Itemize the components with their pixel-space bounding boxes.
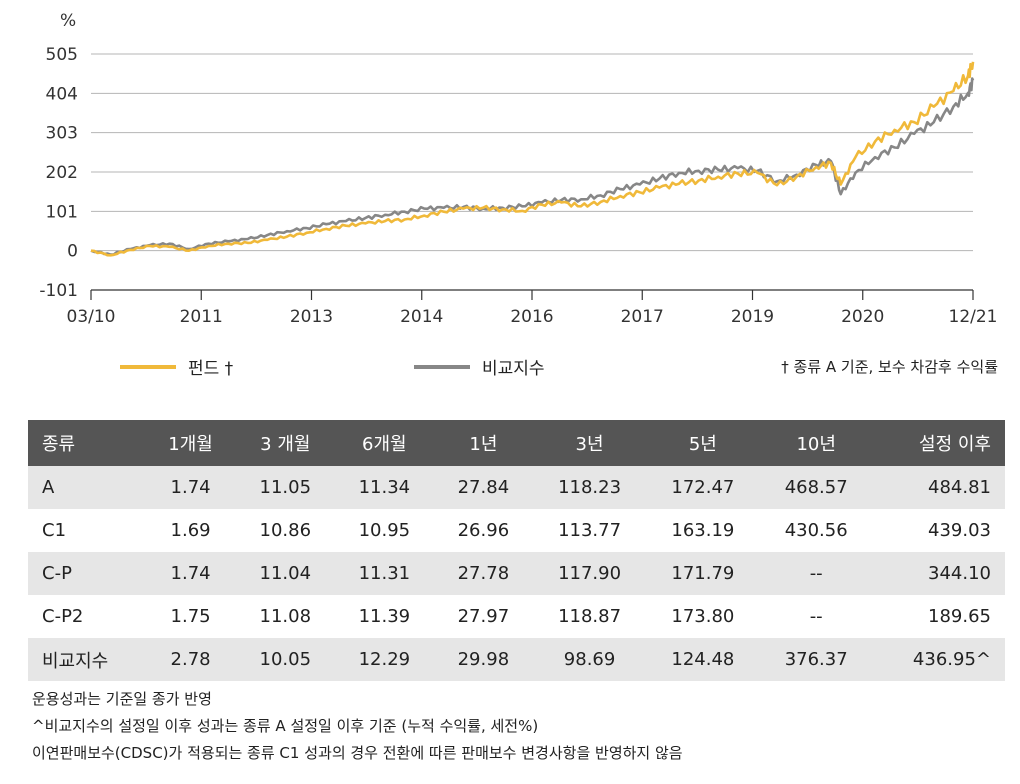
table-cell: 27.97: [433, 595, 533, 638]
table-cell: 117.90: [532, 552, 647, 595]
header-6m: 6개월: [334, 420, 434, 466]
table-cell: 171.79: [646, 552, 760, 595]
table-cell: 344.10: [872, 552, 1005, 595]
x-tick-label: 2016: [510, 307, 553, 327]
table-cell: C-P: [28, 552, 146, 595]
y-tick-label: 404: [46, 84, 78, 104]
y-tick-label: 303: [46, 124, 78, 144]
y-tick-label: 101: [46, 202, 78, 222]
table-cell: --: [759, 595, 873, 638]
table-header-row: 종류 1개월 3 개월 6개월 1년 3년 5년 10년 설정 이후: [28, 420, 1005, 466]
table-cell: 11.05: [235, 466, 335, 509]
table-cell: 189.65: [872, 595, 1005, 638]
table-cell: 27.78: [433, 552, 533, 595]
y-axis-unit-label: %: [60, 11, 76, 31]
table-cell: 484.81: [872, 466, 1005, 509]
table-cell: 11.31: [334, 552, 434, 595]
table-cell: 26.96: [433, 509, 533, 552]
table-cell: 124.48: [646, 638, 760, 681]
table-cell: 376.37: [759, 638, 873, 681]
legend-swatch-index: [414, 364, 470, 369]
table-cell: C-P2: [28, 595, 146, 638]
header-since-inception: 설정 이후: [872, 420, 1005, 466]
legend-label-fund: 펀드 †: [188, 359, 234, 379]
table-cell: C1: [28, 509, 146, 552]
table-cell: 10.95: [334, 509, 434, 552]
table-cell: 11.34: [334, 466, 434, 509]
x-tick-label: 2011: [180, 307, 223, 327]
y-tick-label: 505: [46, 45, 78, 65]
legend-item-index: 비교지수: [414, 354, 545, 379]
footnote-3: 이연판매보수(CDSC)가 적용되는 종류 C1 성과의 경우 전환에 따른 판…: [32, 744, 683, 762]
table-cell: 11.39: [334, 595, 434, 638]
table-cell: 118.23: [532, 466, 647, 509]
index-series-line: [90, 77, 975, 256]
x-axis-ticks: 03/10 2011 2013 2014 2016 2017 2019 2020 12/21: [67, 289, 998, 327]
header-share-class: 종류: [28, 420, 146, 466]
x-tick-label: 2013: [290, 307, 333, 327]
table-row: C-P 1.74 11.04 11.31 27.78 117.90 171.79…: [28, 552, 1005, 595]
gridlines: [91, 53, 973, 291]
legend: 펀드 † 비교지수 † 종류 A 기준, 보수 차감후 수익률: [0, 354, 1020, 386]
x-tick-label: 12/21: [949, 307, 998, 327]
x-tick-label: 2020: [841, 307, 884, 327]
table-cell: A: [28, 466, 146, 509]
header-1m: 1개월: [145, 420, 236, 466]
table-cell: 173.80: [646, 595, 760, 638]
x-tick-label: 2014: [400, 307, 443, 327]
table-cell: 1.74: [145, 552, 236, 595]
table-cell: 29.98: [433, 638, 533, 681]
y-tick-label: 202: [46, 163, 78, 183]
y-tick-label: 0: [67, 242, 78, 262]
footnote-1: 운용성과는 기준일 종가 반영: [32, 690, 212, 708]
table-cell: 436.95^: [872, 638, 1005, 681]
table-cell: 27.84: [433, 466, 533, 509]
table-cell: 113.77: [532, 509, 647, 552]
table-cell: 163.19: [646, 509, 760, 552]
footnotes: 운용성과는 기준일 종가 반영 ^비교지수의 설정일 이후 성과는 종류 A 설…: [32, 686, 683, 767]
header-10y: 10년: [759, 420, 873, 466]
table-cell: --: [759, 552, 873, 595]
table-row: C1 1.69 10.86 10.95 26.96 113.77 163.19 …: [28, 509, 1005, 552]
table-cell: 118.87: [532, 595, 647, 638]
series-lines: [90, 61, 975, 257]
header-5y: 5년: [646, 420, 760, 466]
footnote-2: ^비교지수의 설정일 이후 성과는 종류 A 설정일 이후 기준 (누적 수익률…: [32, 717, 539, 735]
table-cell: 1.75: [145, 595, 236, 638]
table-cell: 172.47: [646, 466, 760, 509]
y-axis-ticks: 505 404 303 202 101 0 -101: [39, 45, 78, 301]
table-row: A 1.74 11.05 11.34 27.84 118.23 172.47 4…: [28, 466, 1005, 509]
header-1y: 1년: [433, 420, 533, 466]
table-cell: 11.08: [235, 595, 335, 638]
legend-item-fund: 펀드 †: [120, 354, 233, 379]
table-cell: 1.74: [145, 466, 236, 509]
table-cell: 비교지수: [28, 638, 146, 681]
table-cell: 439.03: [872, 509, 1005, 552]
fund-series-line: [90, 61, 975, 257]
header-3m: 3 개월: [235, 420, 335, 466]
table-cell: 10.05: [235, 638, 335, 681]
header-3y: 3년: [532, 420, 647, 466]
table-cell: 2.78: [145, 638, 236, 681]
legend-swatch-fund: [120, 364, 176, 369]
table-cell: 1.69: [145, 509, 236, 552]
table-row: C-P2 1.75 11.08 11.39 27.97 118.87 173.8…: [28, 595, 1005, 638]
legend-label-index: 비교지수: [482, 359, 545, 379]
table-cell: 10.86: [235, 509, 335, 552]
y-tick-label: -101: [39, 281, 78, 301]
table-cell: 468.57: [759, 466, 873, 509]
performance-table: 종류 1개월 3 개월 6개월 1년 3년 5년 10년 설정 이후 A 1.7…: [28, 420, 1005, 681]
legend-footnote: † 종류 A 기준, 보수 차감후 수익률: [781, 358, 998, 376]
table-cell: 11.04: [235, 552, 335, 595]
table-cell: 430.56: [759, 509, 873, 552]
x-tick-label: 2019: [731, 307, 774, 327]
performance-line-chart: % 505 404 303 202 101 0 -101 03/10 2011 2013 2014…: [39, 11, 998, 327]
x-tick-label: 2017: [621, 307, 664, 327]
table-row: 비교지수 2.78 10.05 12.29 29.98 98.69 124.48…: [28, 638, 1005, 681]
x-tick-label: 03/10: [67, 307, 116, 327]
table-cell: 98.69: [532, 638, 647, 681]
table-cell: 12.29: [334, 638, 434, 681]
